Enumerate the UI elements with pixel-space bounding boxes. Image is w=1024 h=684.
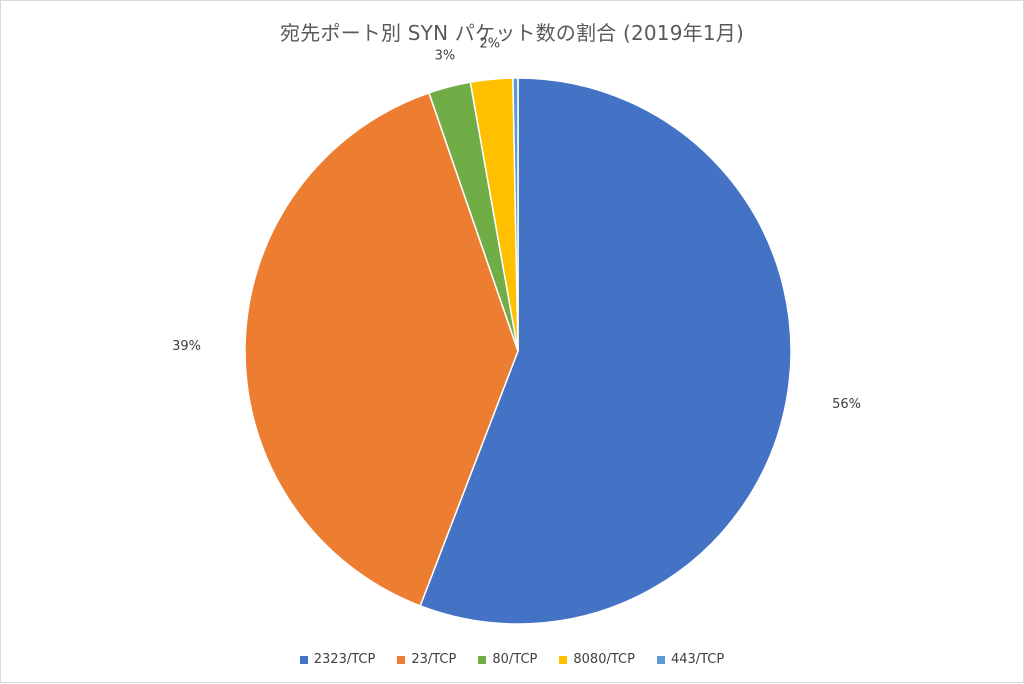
- legend-swatch: [478, 655, 487, 664]
- legend-label: 80/TCP: [492, 652, 538, 667]
- legend-swatch: [299, 655, 308, 664]
- legend: 2323/TCP 23/TCP 80/TCP 8080/TCP 443/TCP: [1, 652, 1023, 667]
- chart-title: 宛先ポート別 SYN パケット数の割合 (2019年1月): [280, 21, 744, 45]
- data-label-8080-tcp: 2%: [479, 36, 500, 51]
- legend-item-8080-tcp: 8080/TCP: [559, 652, 635, 667]
- data-label-23-tcp: 39%: [172, 339, 201, 354]
- legend-item-443-tcp: 443/TCP: [656, 652, 725, 667]
- legend-label: 8080/TCP: [573, 652, 635, 667]
- pie-slice-23-tcp: [244, 91, 519, 607]
- pie-slice-2323-tcp: [419, 77, 792, 625]
- legend-item-2323-tcp: 2323/TCP: [299, 652, 376, 667]
- legend-label: 23/TCP: [411, 652, 457, 667]
- pie-slice-443-tcp: [512, 77, 519, 352]
- legend-swatch: [397, 655, 406, 664]
- legend-item-80-tcp: 80/TCP: [478, 652, 537, 667]
- legend-swatch: [656, 655, 665, 664]
- legend-swatch: [559, 655, 568, 664]
- data-label-2323-tcp: 56%: [832, 397, 861, 412]
- legend-label: 443/TCP: [670, 652, 725, 667]
- legend-item-23-tcp: 23/TCP: [397, 652, 456, 667]
- data-label-80-tcp: 3%: [435, 48, 456, 63]
- legend-label: 2323/TCP: [313, 652, 376, 667]
